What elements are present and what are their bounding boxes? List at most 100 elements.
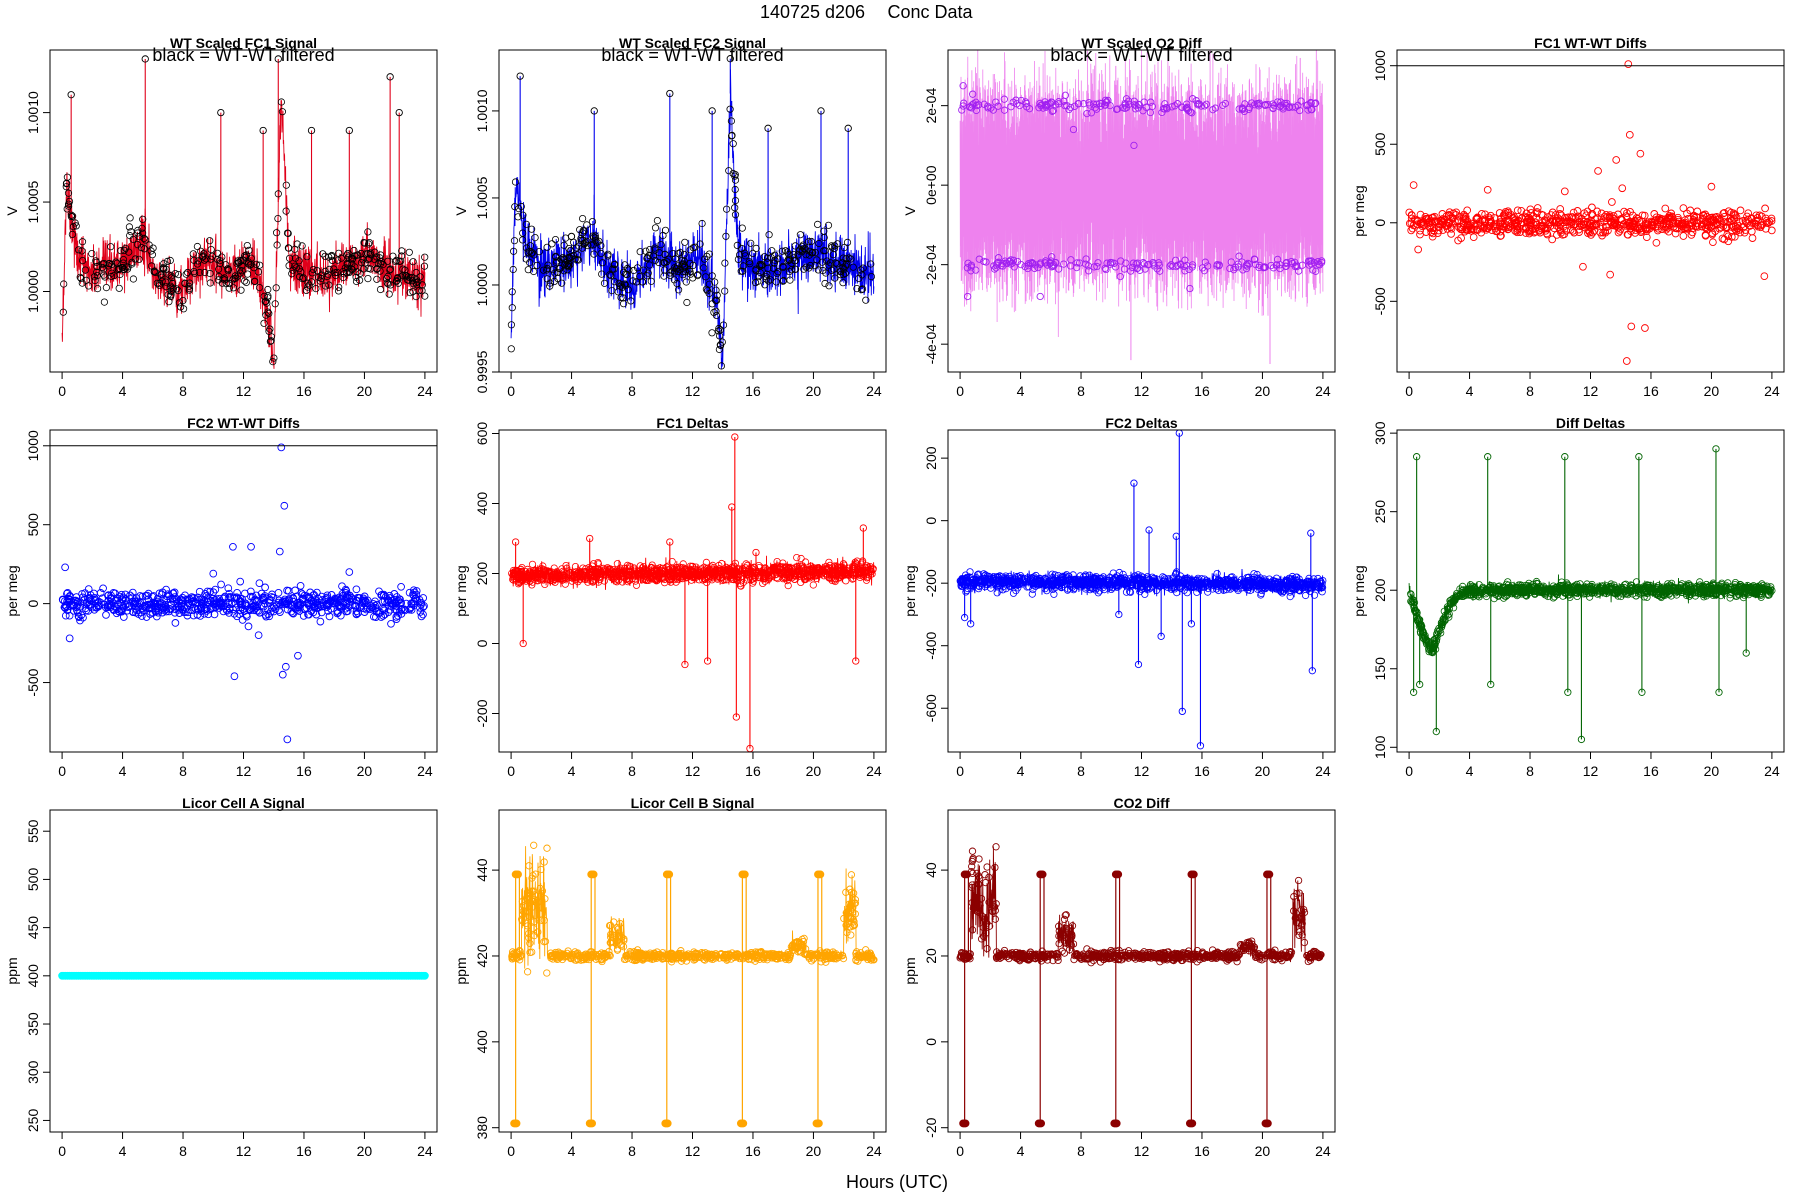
x-tick-label: 16 xyxy=(1643,383,1659,399)
data-point xyxy=(841,269,849,277)
data-point xyxy=(1417,219,1425,227)
data-point xyxy=(1548,235,1557,244)
data-point xyxy=(272,229,281,237)
data-point xyxy=(228,276,237,284)
spike-marker xyxy=(666,538,674,546)
data-point xyxy=(1642,227,1651,235)
data-point xyxy=(560,255,568,263)
data-point xyxy=(1556,205,1565,213)
data-point xyxy=(1251,581,1259,589)
data-point xyxy=(209,588,218,597)
outlier-point xyxy=(61,563,69,572)
data-point xyxy=(1065,105,1073,114)
data-point xyxy=(1273,580,1282,588)
data-point xyxy=(1108,584,1116,592)
data-point xyxy=(643,576,651,584)
data-point xyxy=(1084,267,1093,275)
data-point xyxy=(524,266,532,274)
data-point xyxy=(376,251,385,259)
y-tick-label: -200 xyxy=(923,569,939,597)
data-point xyxy=(216,256,224,265)
data-point xyxy=(419,603,427,612)
data-point xyxy=(219,607,228,616)
data-point xyxy=(200,609,209,618)
data-point xyxy=(177,303,185,311)
data-point xyxy=(97,599,105,607)
panel-note: black = WT-WT filtered xyxy=(1050,45,1232,65)
data-point xyxy=(1541,224,1550,233)
data-point xyxy=(119,255,128,264)
data-point xyxy=(365,239,373,247)
outlier-point xyxy=(1483,185,1492,194)
data-point xyxy=(994,254,1003,262)
data-point xyxy=(958,576,967,585)
spike-marker xyxy=(967,620,975,628)
data-point xyxy=(661,567,669,575)
data-point xyxy=(679,564,687,572)
data-point xyxy=(1101,264,1109,272)
outlier-point xyxy=(1641,324,1649,332)
data-point xyxy=(1161,100,1169,108)
data-point xyxy=(715,345,724,354)
data-point xyxy=(273,241,281,249)
data-point xyxy=(1584,229,1592,237)
y-tick-label: 1.0005 xyxy=(474,176,490,219)
data-point xyxy=(958,106,966,114)
spike-marker xyxy=(1715,688,1723,696)
data-point xyxy=(658,573,666,582)
data-point xyxy=(997,262,1005,270)
spike-marker xyxy=(1308,667,1316,675)
y-tick-label: 0.9995 xyxy=(474,350,490,393)
data-point xyxy=(779,276,788,285)
data-point xyxy=(983,581,992,589)
data-point xyxy=(1253,585,1262,593)
data-point xyxy=(771,566,780,574)
x-tick-label: 20 xyxy=(1255,763,1271,779)
data-point xyxy=(1408,224,1417,233)
data-point xyxy=(814,571,822,579)
data-point xyxy=(664,565,673,574)
data-point xyxy=(1121,579,1129,587)
data-point xyxy=(1570,228,1578,237)
data-point xyxy=(625,572,634,580)
data-point xyxy=(1689,224,1698,232)
x-tick-label: 20 xyxy=(357,763,373,779)
outlier-point xyxy=(1636,149,1645,158)
data-point xyxy=(412,292,420,301)
data-point xyxy=(1100,585,1108,594)
data-point xyxy=(190,267,198,276)
data-point xyxy=(831,242,839,250)
data-point xyxy=(542,570,550,579)
data-point xyxy=(543,275,551,283)
data-point xyxy=(981,571,990,579)
data-point xyxy=(593,565,602,573)
data-point xyxy=(1048,107,1056,115)
data-point xyxy=(131,599,140,608)
data-point xyxy=(1752,216,1760,225)
data-point xyxy=(305,281,313,289)
data-point xyxy=(959,82,967,90)
data-point xyxy=(1235,105,1243,113)
data-point xyxy=(280,597,289,606)
data-point xyxy=(1671,229,1680,238)
data-point xyxy=(674,565,683,574)
data-point xyxy=(129,608,137,616)
x-tick-label: 12 xyxy=(1134,763,1150,779)
data-point xyxy=(862,296,870,304)
figure-title-date: 140725 xyxy=(760,2,820,22)
data-point xyxy=(1318,257,1326,265)
data-point xyxy=(1693,207,1702,216)
data-point xyxy=(1308,584,1316,592)
data-point xyxy=(298,242,306,250)
data-point xyxy=(385,591,394,600)
data-point xyxy=(1424,214,1433,223)
data-point xyxy=(764,277,773,285)
data-point xyxy=(637,570,645,578)
data-point xyxy=(1437,217,1445,225)
data-point xyxy=(206,237,214,245)
data-point xyxy=(1050,590,1058,598)
data-point xyxy=(327,252,335,260)
y-axis-label: per meg xyxy=(1351,185,1367,236)
data-point xyxy=(589,571,597,579)
data-point xyxy=(1513,225,1522,233)
